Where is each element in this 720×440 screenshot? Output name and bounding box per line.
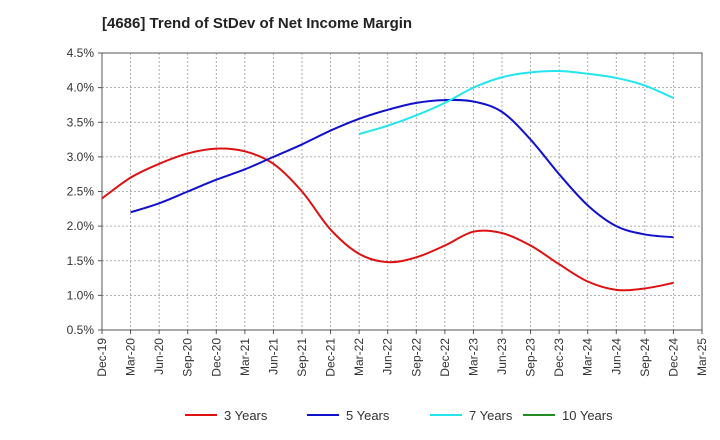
y-tick-label: 4.5% [67,46,95,60]
x-tick-label: Mar-25 [695,338,709,376]
legend-label: 7 Years [469,408,513,423]
legend-item-10-years: 10 Years [523,408,613,423]
x-tick-label: Mar-24 [581,338,595,376]
x-tick-label: Sep-20 [181,338,195,377]
y-tick-label: 3.0% [67,150,95,164]
x-tick-label: Jun-21 [266,338,280,375]
y-tick-label: 1.5% [67,254,95,268]
x-tick-label: Mar-23 [466,338,480,376]
x-tick-label: Jun-22 [381,338,395,375]
x-tick-label: Mar-20 [124,338,138,376]
x-tick-label: Sep-23 [524,338,538,377]
y-tick-label: 2.0% [67,219,95,233]
legend-item-7-years: 7 Years [430,408,513,423]
x-tick-label: Mar-21 [238,338,252,376]
legend-label: 10 Years [562,408,613,423]
y-tick-label: 1.0% [67,288,95,302]
y-tick-label: 0.5% [67,323,95,337]
legend-label: 5 Years [346,408,390,423]
x-tick-label: Sep-22 [409,338,423,377]
x-tick-label: Dec-20 [209,338,223,377]
series-line-3-years [101,147,674,292]
x-tick-label: Jun-23 [495,338,509,375]
x-tick-label: Dec-24 [666,338,680,377]
y-tick-label: 2.5% [67,185,95,199]
legend-item-5-years: 5 Years [307,408,390,423]
x-tick-label: Dec-21 [324,338,338,377]
x-tick-label: Dec-23 [552,338,566,377]
x-tick-label: Sep-21 [295,338,309,377]
legend-item-3-years: 3 Years [185,408,268,423]
x-tick-label: Dec-22 [438,338,452,377]
series-line-7-years [358,69,674,135]
x-tick-label: Sep-24 [638,338,652,377]
chart-title: [4686] Trend of StDev of Net Income Marg… [102,15,413,32]
legend-label: 3 Years [224,408,268,423]
series-line-5-years [130,98,674,239]
x-tick-label: Dec-19 [95,338,109,377]
x-tick-label: Jun-24 [609,338,623,375]
x-tick-label: Mar-22 [352,338,366,376]
y-tick-label: 4.0% [67,81,95,95]
y-tick-label: 3.5% [67,115,95,129]
x-tick-label: Jun-20 [152,338,166,375]
